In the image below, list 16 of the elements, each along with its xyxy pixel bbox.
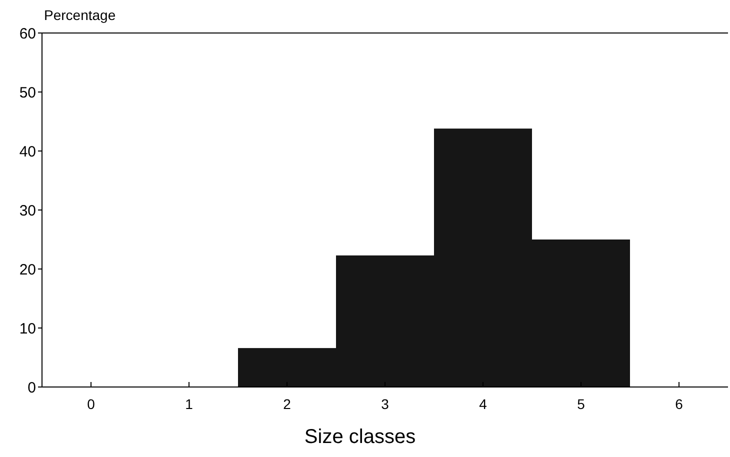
- x-tick-label: 0: [87, 396, 96, 412]
- y-tick-label: 10: [19, 320, 36, 338]
- y-tick-label: 20: [19, 261, 36, 278]
- x-tick-label: 6: [675, 396, 684, 412]
- y-axis-title: Percentage: [44, 7, 116, 23]
- y-tick-label: 50: [19, 84, 36, 102]
- x-tick-label: 5: [577, 396, 586, 412]
- y-tick-label: 40: [19, 143, 36, 160]
- y-tick-label: 30: [19, 202, 36, 220]
- x-tick-label: 4: [479, 396, 488, 412]
- y-tick-label: 60: [19, 25, 36, 42]
- x-tick-label: 2: [283, 396, 292, 412]
- x-tick-label: 1: [185, 396, 194, 412]
- y-tick-label: 0: [28, 379, 36, 396]
- x-tick-label: 3: [381, 396, 390, 412]
- x-axis-title: Size classes: [304, 426, 416, 448]
